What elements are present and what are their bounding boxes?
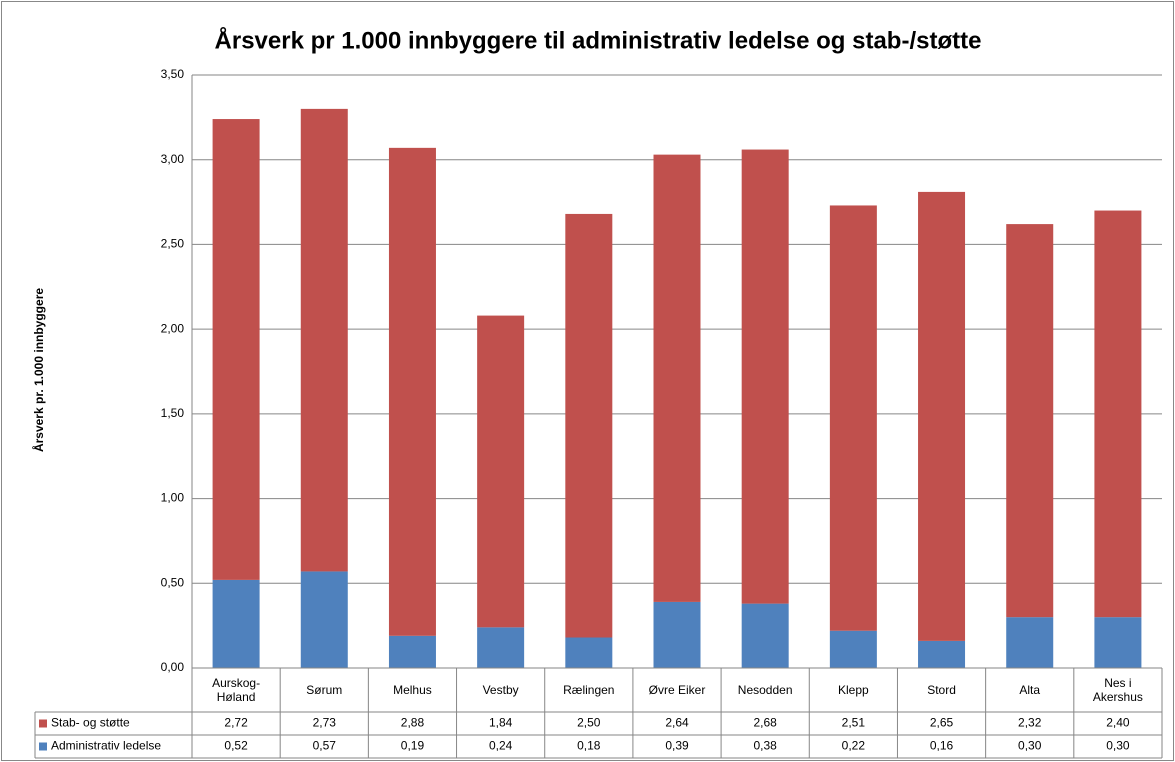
y-tick-label: 3,50	[161, 67, 185, 81]
bar-segment	[565, 637, 613, 668]
bar-segment	[1006, 617, 1054, 668]
bar-segment	[1006, 224, 1054, 618]
table-value: 0,18	[577, 739, 601, 753]
table-value: 0,38	[754, 739, 778, 753]
bar-segment	[829, 205, 877, 631]
category-text: Nesodden	[737, 683, 793, 697]
bar-segment	[477, 315, 525, 628]
y-tick-label: 0,50	[161, 575, 185, 589]
bar-segment	[741, 149, 789, 604]
table-value: 2,32	[1018, 716, 1042, 730]
table-value: 0,22	[842, 739, 866, 753]
y-tick-label: 2,50	[161, 237, 185, 251]
legend-swatch	[39, 742, 47, 751]
table-value: 0,52	[224, 739, 248, 753]
bar-segment	[477, 627, 525, 668]
category-label: Rælingen	[545, 668, 633, 712]
category-label: Melhus	[368, 668, 456, 712]
legend-label: Stab- og støtte	[51, 716, 130, 730]
category-label: Klepp	[809, 668, 897, 712]
table-value: 2,64	[665, 716, 689, 730]
table-value: 0,24	[489, 739, 513, 753]
y-tick-label: 1,50	[161, 406, 185, 420]
y-tick-label: 1,00	[161, 491, 185, 505]
bar-segment	[388, 147, 436, 636]
category-text: Klepp	[838, 683, 869, 697]
y-tick-label: 3,00	[161, 152, 185, 166]
category-text: Vestby	[482, 683, 519, 697]
category-text: Melhus	[393, 683, 432, 697]
category-label: Nes i Akershus	[1074, 668, 1162, 712]
category-text: Øvre Eiker	[648, 683, 706, 697]
bar-segment	[300, 571, 348, 668]
category-label: Vestby	[457, 668, 545, 712]
table-value: 0,30	[1018, 739, 1042, 753]
bar-segment	[829, 630, 877, 668]
bar-segment	[388, 635, 436, 668]
bar-segment	[653, 154, 701, 602]
table-value: 0,19	[401, 739, 425, 753]
y-tick-label: 2,00	[161, 321, 185, 335]
category-text: Rælingen	[563, 683, 615, 697]
legend-label: Administrativ ledelse	[51, 739, 161, 753]
category-label: Alta	[986, 668, 1074, 712]
bar-segment	[918, 640, 966, 668]
table-value: 2,51	[842, 716, 866, 730]
y-axis-label: Årsverk pr. 1.000 innbyggere	[31, 288, 46, 452]
table-value: 2,88	[401, 716, 425, 730]
category-text: Nes i Akershus	[1092, 676, 1143, 704]
category-text: Alta	[1019, 683, 1041, 697]
bar-segment	[1094, 210, 1142, 618]
category-label: Nesodden	[721, 668, 809, 712]
category-label: Stord	[897, 668, 985, 712]
table-value: 0,57	[313, 739, 337, 753]
table-value: 2,72	[224, 716, 248, 730]
bar-segment	[212, 579, 260, 668]
category-text: Sørum	[306, 683, 343, 697]
table-value: 2,68	[754, 716, 778, 730]
bar-segment	[565, 213, 613, 638]
table-value: 2,73	[313, 716, 337, 730]
table-value: 2,65	[930, 716, 954, 730]
table-value: 0,16	[930, 739, 954, 753]
table-value: 0,30	[1106, 739, 1130, 753]
y-tick-label: 0,00	[161, 660, 185, 674]
category-label: Sørum	[280, 668, 368, 712]
category-text: Stord	[927, 683, 956, 697]
table-value: 2,50	[577, 716, 601, 730]
legend-swatch	[39, 719, 47, 728]
bar-segment	[918, 191, 966, 641]
bar-segment	[741, 603, 789, 668]
table-value: 2,40	[1106, 716, 1130, 730]
category-text: Aurskog-Høland	[212, 676, 261, 704]
bar-segment	[300, 108, 348, 572]
bar-segment	[212, 119, 260, 580]
bar-segment	[653, 601, 701, 668]
chart-title: Årsverk pr 1.000 innbyggere til administ…	[215, 26, 982, 54]
category-label: Øvre Eiker	[633, 668, 721, 712]
bar-segment	[1094, 617, 1142, 668]
category-label: Aurskog-Høland	[192, 668, 280, 712]
table-value: 1,84	[489, 716, 513, 730]
table-value: 0,39	[665, 739, 689, 753]
